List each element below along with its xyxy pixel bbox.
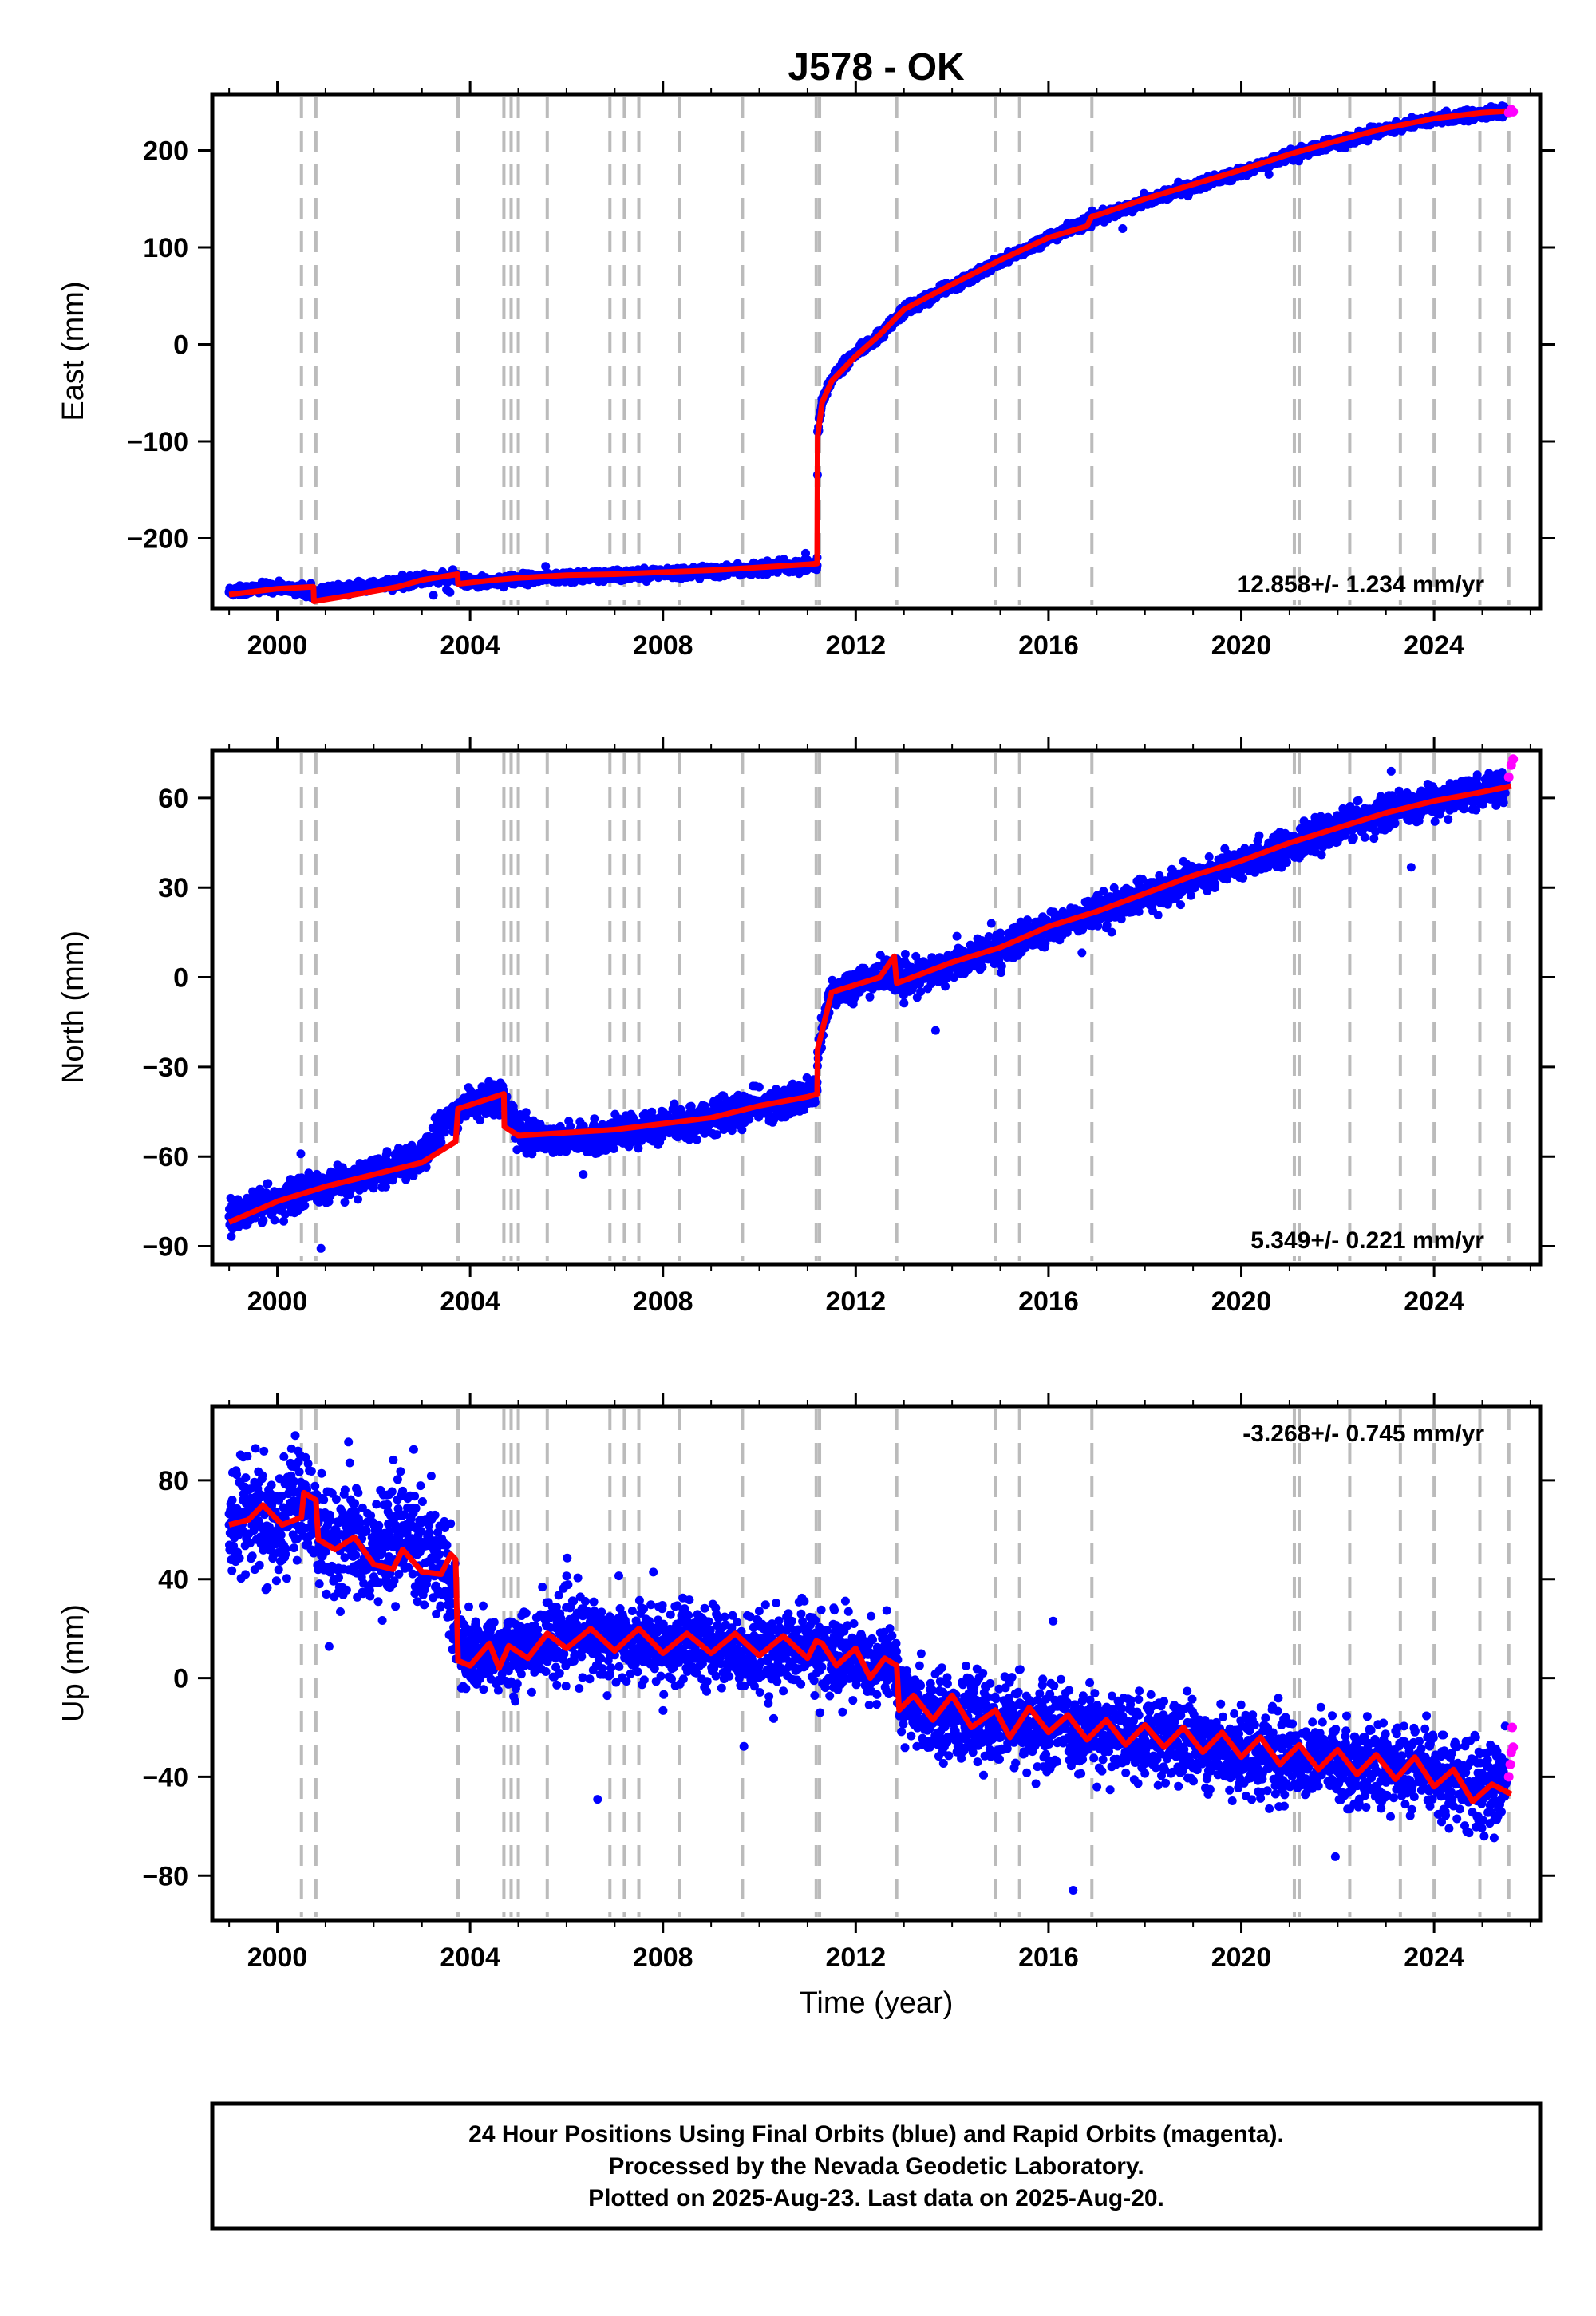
data-point [429,591,438,600]
data-point [445,587,455,597]
data-point [440,1128,450,1137]
data-point [263,1179,273,1188]
rate-label: 12.858+/- 1.234 mm/yr [1238,571,1485,598]
figure-title: J578 - OK [788,46,965,89]
north-panel: 2000 2004 2008 2012 2016 2020 2024−90−60−30030… [57,737,1555,1317]
x-tick-label: 2008 [633,630,693,661]
x-tick-label: 2020 [1211,630,1272,661]
data-point [270,1215,279,1225]
x-tick-label: 2024 [1404,630,1464,661]
data-point [1118,224,1128,233]
y-tick-label: −100 [127,427,188,457]
data-point [316,1243,326,1253]
data-point [227,1231,236,1241]
y-tick-label: 100 [143,233,188,263]
data-point [381,1182,390,1192]
plot-frame [210,92,1543,611]
y-tick-label: 200 [143,136,188,166]
x-tick-label: 2004 [440,630,500,661]
data-point [1264,169,1274,179]
y-axis-label: East (mm) [57,281,90,421]
data-point [1508,106,1519,117]
data-point [382,1147,392,1156]
data-point [345,584,354,594]
east-panel: 2000 2004 2008 2012 2016 2020 2024 −200 −100 0 100… [57,81,1555,661]
y-tick-label: 0 [173,330,188,360]
final-orbit-points [224,101,1511,603]
final-orbit-points [224,766,1511,1253]
data-point [354,1195,362,1204]
data-point [259,1215,268,1225]
x-tick-label: 2012 [826,630,887,661]
model-line [228,108,1512,604]
x-tick-label: 2000 [247,630,308,661]
data-point [340,1198,350,1207]
y-tick-label: −200 [127,524,188,555]
data-point [296,1149,306,1159]
x-tick-label: 2016 [1018,630,1079,661]
